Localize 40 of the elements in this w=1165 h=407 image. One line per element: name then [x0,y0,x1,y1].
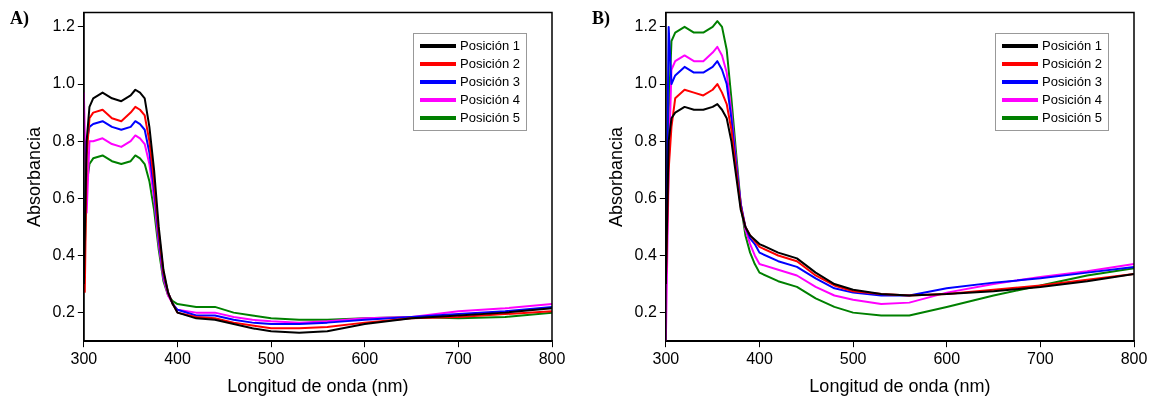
y-tick-label: 0.2 [634,303,657,321]
x-tick-label: 300 [70,350,98,368]
chart-title: B) [592,8,610,29]
x-tick-label: 800 [1120,350,1148,368]
legend-label: Posición 5 [460,108,520,127]
legend-label: Posición 4 [460,90,520,109]
y-tick-label: 0.4 [52,245,75,263]
legend-label: Posición 1 [1042,36,1102,55]
y-axis-title: Absorbancia [605,125,626,227]
legend-label: Posición 1 [460,36,520,55]
x-tick-label: 700 [445,350,472,368]
x-tick-label: 400 [164,350,191,368]
y-tick-label: 0.8 [634,131,657,149]
y-axis-title: Absorbancia [23,125,44,227]
y-tick-label: 0.2 [52,303,75,321]
x-tick-label: 600 [351,350,379,368]
legend-label: Posición 3 [1042,72,1102,91]
x-tick-label: 800 [538,350,566,368]
y-tick-label: 1.0 [634,74,657,92]
legend-label: Posición 3 [460,72,520,91]
legend-label: Posición 2 [1042,54,1102,73]
y-tick-label: 1.0 [52,74,75,92]
x-tick-label: 600 [933,350,961,368]
x-tick-label: 500 [839,350,867,368]
legend-label: Posición 5 [1042,108,1102,127]
y-tick-label: 0.4 [634,245,657,263]
x-tick-label: 400 [746,350,773,368]
y-tick-label: 0.6 [634,188,657,206]
x-axis-title: Longitud de onda (nm) [809,376,991,397]
legend-label: Posición 2 [460,54,520,73]
y-tick-label: 1.2 [52,17,75,35]
x-tick-label: 300 [652,350,680,368]
x-tick-label: 500 [257,350,285,368]
x-tick-label: 700 [1027,350,1054,368]
y-tick-label: 1.2 [634,17,657,35]
y-tick-label: 0.6 [52,188,75,206]
y-tick-label: 0.8 [52,131,75,149]
chart-title: A) [10,8,29,29]
legend-label: Posición 4 [1042,90,1102,109]
x-axis-title: Longitud de onda (nm) [227,376,409,397]
